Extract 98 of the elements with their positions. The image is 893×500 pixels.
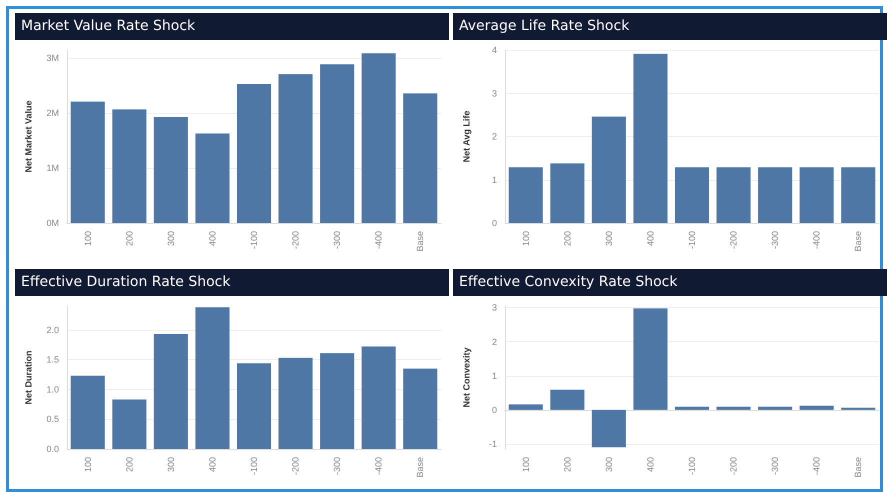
bar	[508, 404, 543, 410]
x-tick-label: -300	[332, 231, 342, 250]
chart-title: Market Value Rate Shock	[15, 13, 449, 40]
x-tick-label: 100	[520, 231, 531, 246]
y-tick-label: 0	[492, 218, 497, 228]
x-tick-label: Base	[415, 231, 426, 252]
bar	[403, 93, 438, 223]
x-tick-label: 100	[82, 231, 93, 246]
bar	[195, 133, 230, 223]
chart-title: Effective Duration Rate Shock	[15, 269, 449, 296]
y-tick-label: -1	[488, 438, 497, 449]
x-tick-label: 300	[604, 231, 614, 246]
bar	[362, 346, 396, 449]
x-tick-label: -400	[374, 231, 384, 250]
x-tick-label: Base	[853, 457, 864, 478]
bar	[633, 308, 668, 410]
bar	[278, 74, 313, 223]
x-tick-label: 100	[82, 457, 93, 472]
y-tick-label: 2	[492, 132, 497, 142]
x-tick-label: -100	[249, 231, 259, 250]
bar	[550, 163, 584, 223]
x-tick-label: -200	[728, 457, 739, 476]
bar	[70, 102, 105, 223]
y-tick-label: 2M	[46, 108, 59, 118]
x-tick-label: Base	[415, 457, 426, 478]
x-tick-label: -400	[812, 457, 822, 476]
x-tick-label: 200	[124, 231, 134, 246]
bar	[758, 406, 792, 410]
bar	[592, 116, 626, 223]
y-tick-label: 0	[492, 404, 497, 415]
chart-title: Effective Convexity Rate Shock	[453, 269, 887, 296]
x-tick-label: -300	[770, 457, 780, 476]
x-tick-label: -100	[249, 457, 259, 476]
bar	[278, 358, 313, 449]
y-tick-label: 0M	[46, 218, 59, 228]
bar	[236, 84, 272, 223]
x-tick-label: -100	[687, 231, 697, 250]
y-axis-title: Net Avg Life	[462, 110, 472, 162]
y-tick-label: 1.5	[46, 354, 59, 365]
y-tick-label: 0.5	[46, 414, 59, 424]
bar	[758, 167, 792, 223]
y-axis-title: Net Market Value	[24, 100, 34, 173]
x-tick-label: 200	[562, 457, 572, 472]
y-tick-label: 3	[492, 302, 497, 313]
y-tick-label: 1	[492, 370, 497, 381]
bar	[716, 406, 751, 410]
x-tick-label: -100	[687, 457, 697, 476]
bar	[716, 167, 751, 223]
bar	[112, 109, 146, 223]
x-tick-label: Base	[853, 231, 864, 252]
bar	[800, 406, 834, 410]
y-tick-label: 3	[492, 88, 497, 98]
bar	[320, 64, 354, 223]
y-tick-label: 1M	[46, 163, 59, 174]
bar	[674, 167, 710, 223]
bar	[841, 167, 876, 223]
bar	[592, 410, 626, 448]
x-tick-label: 400	[645, 231, 656, 246]
bar	[320, 353, 354, 449]
bar	[633, 54, 668, 223]
x-tick-label: 200	[124, 457, 134, 472]
x-tick-label: 300	[604, 457, 614, 472]
x-tick-label: 100	[520, 457, 531, 472]
y-tick-label: 2.0	[46, 324, 59, 335]
y-axis-title: Net Convexity	[462, 347, 472, 408]
y-tick-label: 2	[492, 336, 497, 347]
bar	[403, 368, 438, 449]
x-tick-label: -200	[290, 231, 301, 250]
y-tick-label: 1.0	[46, 384, 59, 394]
x-tick-label: -400	[374, 457, 384, 476]
x-tick-label: 400	[645, 457, 656, 472]
x-tick-label: -200	[728, 231, 739, 250]
x-tick-label: -200	[290, 457, 301, 476]
x-tick-label: -400	[812, 231, 822, 250]
x-tick-label: 400	[207, 231, 218, 246]
bar	[154, 334, 188, 449]
y-tick-label: 1	[492, 174, 497, 185]
x-tick-label: -300	[332, 457, 342, 476]
bar	[112, 400, 146, 449]
y-tick-label: 3M	[46, 53, 59, 64]
y-axis-title: Net Duration	[24, 350, 34, 404]
y-tick-label: 4	[492, 45, 497, 55]
bar	[674, 406, 710, 410]
bar	[195, 307, 230, 449]
x-tick-label: -300	[770, 231, 780, 250]
x-tick-label: 400	[207, 457, 218, 472]
bar	[70, 376, 105, 449]
bar	[362, 53, 396, 223]
chart-title: Average Life Rate Shock	[453, 13, 887, 40]
bar	[154, 117, 188, 223]
bar	[550, 390, 584, 410]
x-tick-label: 200	[562, 231, 572, 246]
x-tick-label: 300	[166, 231, 176, 246]
y-tick-label: 0.0	[46, 444, 59, 454]
x-tick-label: 300	[166, 457, 176, 472]
bar	[236, 363, 272, 449]
bar	[800, 167, 834, 223]
bar	[508, 167, 543, 223]
